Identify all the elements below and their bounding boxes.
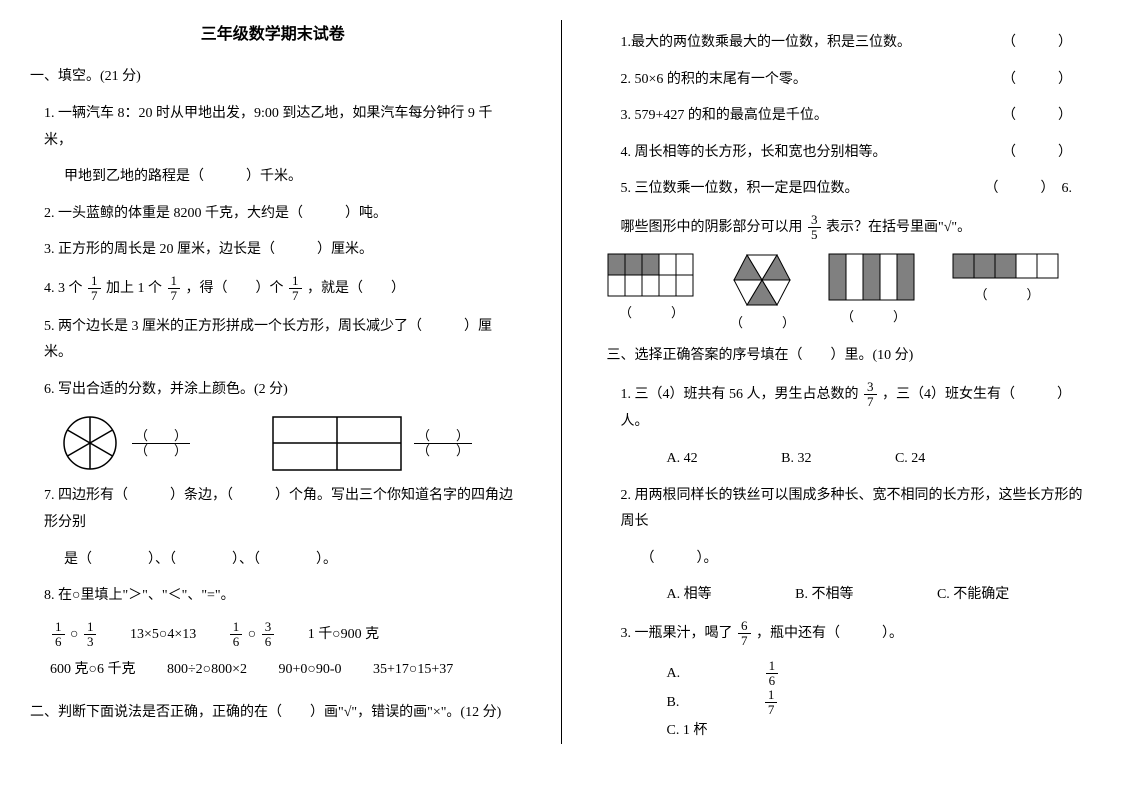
grid-2x5-shape-icon bbox=[607, 253, 697, 297]
q6: 6. 写出合适的分数，并涂上颜色。(2 分) bbox=[44, 377, 516, 404]
answer-paren: （ ） bbox=[1002, 103, 1072, 130]
q1-line1: 1. 一辆汽车 8：20 时从甲地出发，9:00 到达乙地，如果汽车每分钟行 9… bbox=[44, 101, 516, 154]
section-2-header: 二、判断下面说法是否正确，正确的在（ ）画"√"，错误的画"×"。(12 分) bbox=[30, 700, 516, 727]
shape-paren: （ ） bbox=[730, 311, 795, 336]
q4-part-c: ，得（ ）个 bbox=[186, 281, 284, 296]
opt-b: B. 17 bbox=[667, 688, 938, 718]
vertical-bars-shape-icon bbox=[828, 253, 918, 301]
mc-q1: 1. 三（4）班共有 56 人，男生占总数的 37 ，三（4）班女生有（ ）人。 bbox=[621, 380, 1093, 436]
blank-fraction: （ ）（ ） bbox=[132, 429, 190, 459]
left-column: 三年级数学期末试卷 一、填空。(21 分) 1. 一辆汽车 8：20 时从甲地出… bbox=[30, 20, 516, 744]
mc-q3: 3. 一瓶果汁，喝了 67 ，瓶中还有（ ）。 bbox=[621, 619, 1093, 649]
opt-b: B. 32 bbox=[781, 446, 811, 473]
exam-title: 三年级数学期末试卷 bbox=[30, 20, 516, 50]
cmp-13x5: 13×5○4×13 bbox=[130, 622, 196, 649]
fraction-1-7: 17 bbox=[289, 274, 302, 304]
q7-line2: 是（ ）、（ ）、（ ）。 bbox=[64, 547, 516, 574]
mc-q2-line2: （ ）。 bbox=[641, 546, 1093, 573]
circle-6-slices-icon bbox=[60, 413, 120, 473]
right-column: 1.最大的两位数乘最大的一位数，积是三位数。 （ ） 2. 50×6 的积的末尾… bbox=[607, 20, 1093, 744]
q8-row1: 16 ○ 13 13×5○4×13 16 ○ 36 1 千○900 克 bbox=[50, 620, 516, 650]
fraction-1-7: 17 bbox=[765, 688, 858, 718]
fraction-1-6: 16 bbox=[766, 659, 859, 689]
cmp-35: 35+17○15+37 bbox=[373, 657, 453, 684]
q4-part-b: 加上 1 个 bbox=[106, 281, 162, 296]
fraction-1-6: 16 bbox=[52, 620, 65, 650]
tf5-suffix: （ ） 6. bbox=[985, 176, 1073, 203]
fraction-3-5: 35 bbox=[808, 213, 821, 243]
opt-b: B. 不相等 bbox=[795, 582, 853, 609]
mc-q3-options: A. 16 B. 17 C. 1 杯 bbox=[667, 659, 1093, 745]
cmp-800: 800÷2○800×2 bbox=[167, 657, 247, 684]
q4-part-d: ，就是（ ） bbox=[307, 281, 405, 296]
mc-q2-line1: 2. 用两根同样长的铁丝可以围成多种长、宽不相同的长方形，这些长方形的周长 bbox=[621, 483, 1093, 536]
opt-c: C. 24 bbox=[895, 446, 925, 473]
cmp-90: 90+0○90-0 bbox=[279, 657, 342, 684]
fraction-1-6: 16 bbox=[230, 620, 243, 650]
shape-paren: （ ） bbox=[619, 301, 684, 326]
opt-a: A. 42 bbox=[667, 446, 698, 473]
fraction-1-7: 17 bbox=[168, 274, 181, 304]
q1-line2: 甲地到乙地的路程是（ ）千米。 bbox=[64, 164, 516, 191]
opt-a: A. 16 bbox=[667, 659, 939, 689]
q4: 4. 3 个 17 加上 1 个 17 ，得（ ）个 17 ，就是（ ） bbox=[44, 274, 516, 304]
q8: 8. 在○里填上"＞"、"＜"、"="。 bbox=[44, 583, 516, 610]
shape-paren: （ ） bbox=[841, 305, 906, 330]
shape-paren: （ ） bbox=[974, 283, 1039, 308]
q2: 2. 一头蓝鲸的体重是 8200 千克，大约是（ ）吨。 bbox=[44, 201, 516, 228]
answer-paren: （ ） bbox=[1002, 67, 1072, 94]
fraction-3-6: 36 bbox=[262, 620, 275, 650]
q4-part-a: 4. 3 个 bbox=[44, 281, 83, 296]
tf-2: 2. 50×6 的积的末尾有一个零。 （ ） bbox=[621, 67, 1093, 94]
q5: 5. 两个边长是 3 厘米的正方形拼成一个长方形，周长减少了（ ）厘米。 bbox=[44, 314, 516, 367]
cmp-1kg: 1 千○900 克 bbox=[308, 622, 379, 649]
mc-q2-options: A. 相等 B. 不相等 C. 不能确定 bbox=[667, 582, 1093, 609]
tf-4: 4. 周长相等的长方形，长和宽也分别相等。 （ ） bbox=[621, 140, 1093, 167]
tf-3: 3. 579+427 的和的最高位是千位。 （ ） bbox=[621, 103, 1093, 130]
section-1-header: 一、填空。(21 分) bbox=[30, 64, 516, 91]
fraction-1-3: 13 bbox=[84, 620, 97, 650]
hexagon-shape-icon bbox=[732, 253, 792, 307]
opt-a: A. 相等 bbox=[667, 582, 712, 609]
blank-fraction: （ ）（ ） bbox=[414, 429, 472, 459]
tf-5: 5. 三位数乘一位数，积一定是四位数。 （ ） 6. bbox=[621, 176, 1093, 203]
opt-c: C. 1 杯 bbox=[667, 718, 708, 745]
fraction-1-7: 17 bbox=[88, 274, 101, 304]
mc-q1-options: A. 42 B. 32 C. 24 bbox=[667, 446, 1093, 473]
cmp-600g: 600 克○6 千克 bbox=[50, 657, 135, 684]
opt-c: C. 不能确定 bbox=[937, 582, 1009, 609]
tf-1: 1.最大的两位数乘最大的一位数，积是三位数。 （ ） bbox=[621, 30, 1093, 57]
fraction-3-7: 37 bbox=[864, 380, 877, 410]
q6-shapes: （ ）（ ） （ ）（ ） bbox=[60, 413, 516, 473]
q3: 3. 正方形的周长是 20 厘米，边长是（ ）厘米。 bbox=[44, 237, 516, 264]
tf-6: 哪些图形中的阴影部分可以用 35 表示？在括号里画"√"。 bbox=[621, 213, 1093, 243]
q8-row2: 600 克○6 千克 800÷2○800×2 90+0○90-0 35+17○1… bbox=[50, 657, 516, 684]
answer-paren: （ ） bbox=[1002, 30, 1072, 57]
section-3-header: 三、选择正确答案的序号填在（ ）里。(10 分) bbox=[607, 343, 1093, 370]
column-divider bbox=[561, 20, 562, 744]
answer-paren: （ ） bbox=[1002, 140, 1072, 167]
horizontal-bars-shape-icon bbox=[952, 253, 1062, 279]
q7-line1: 7. 四边形有（ ）条边，（ ）个角。写出三个你知道名字的四角边形分别 bbox=[44, 483, 516, 536]
tf6-shapes: （ ） （ ） bbox=[607, 253, 1093, 336]
fraction-6-7: 67 bbox=[738, 619, 751, 649]
rectangle-grid-icon bbox=[272, 416, 402, 471]
